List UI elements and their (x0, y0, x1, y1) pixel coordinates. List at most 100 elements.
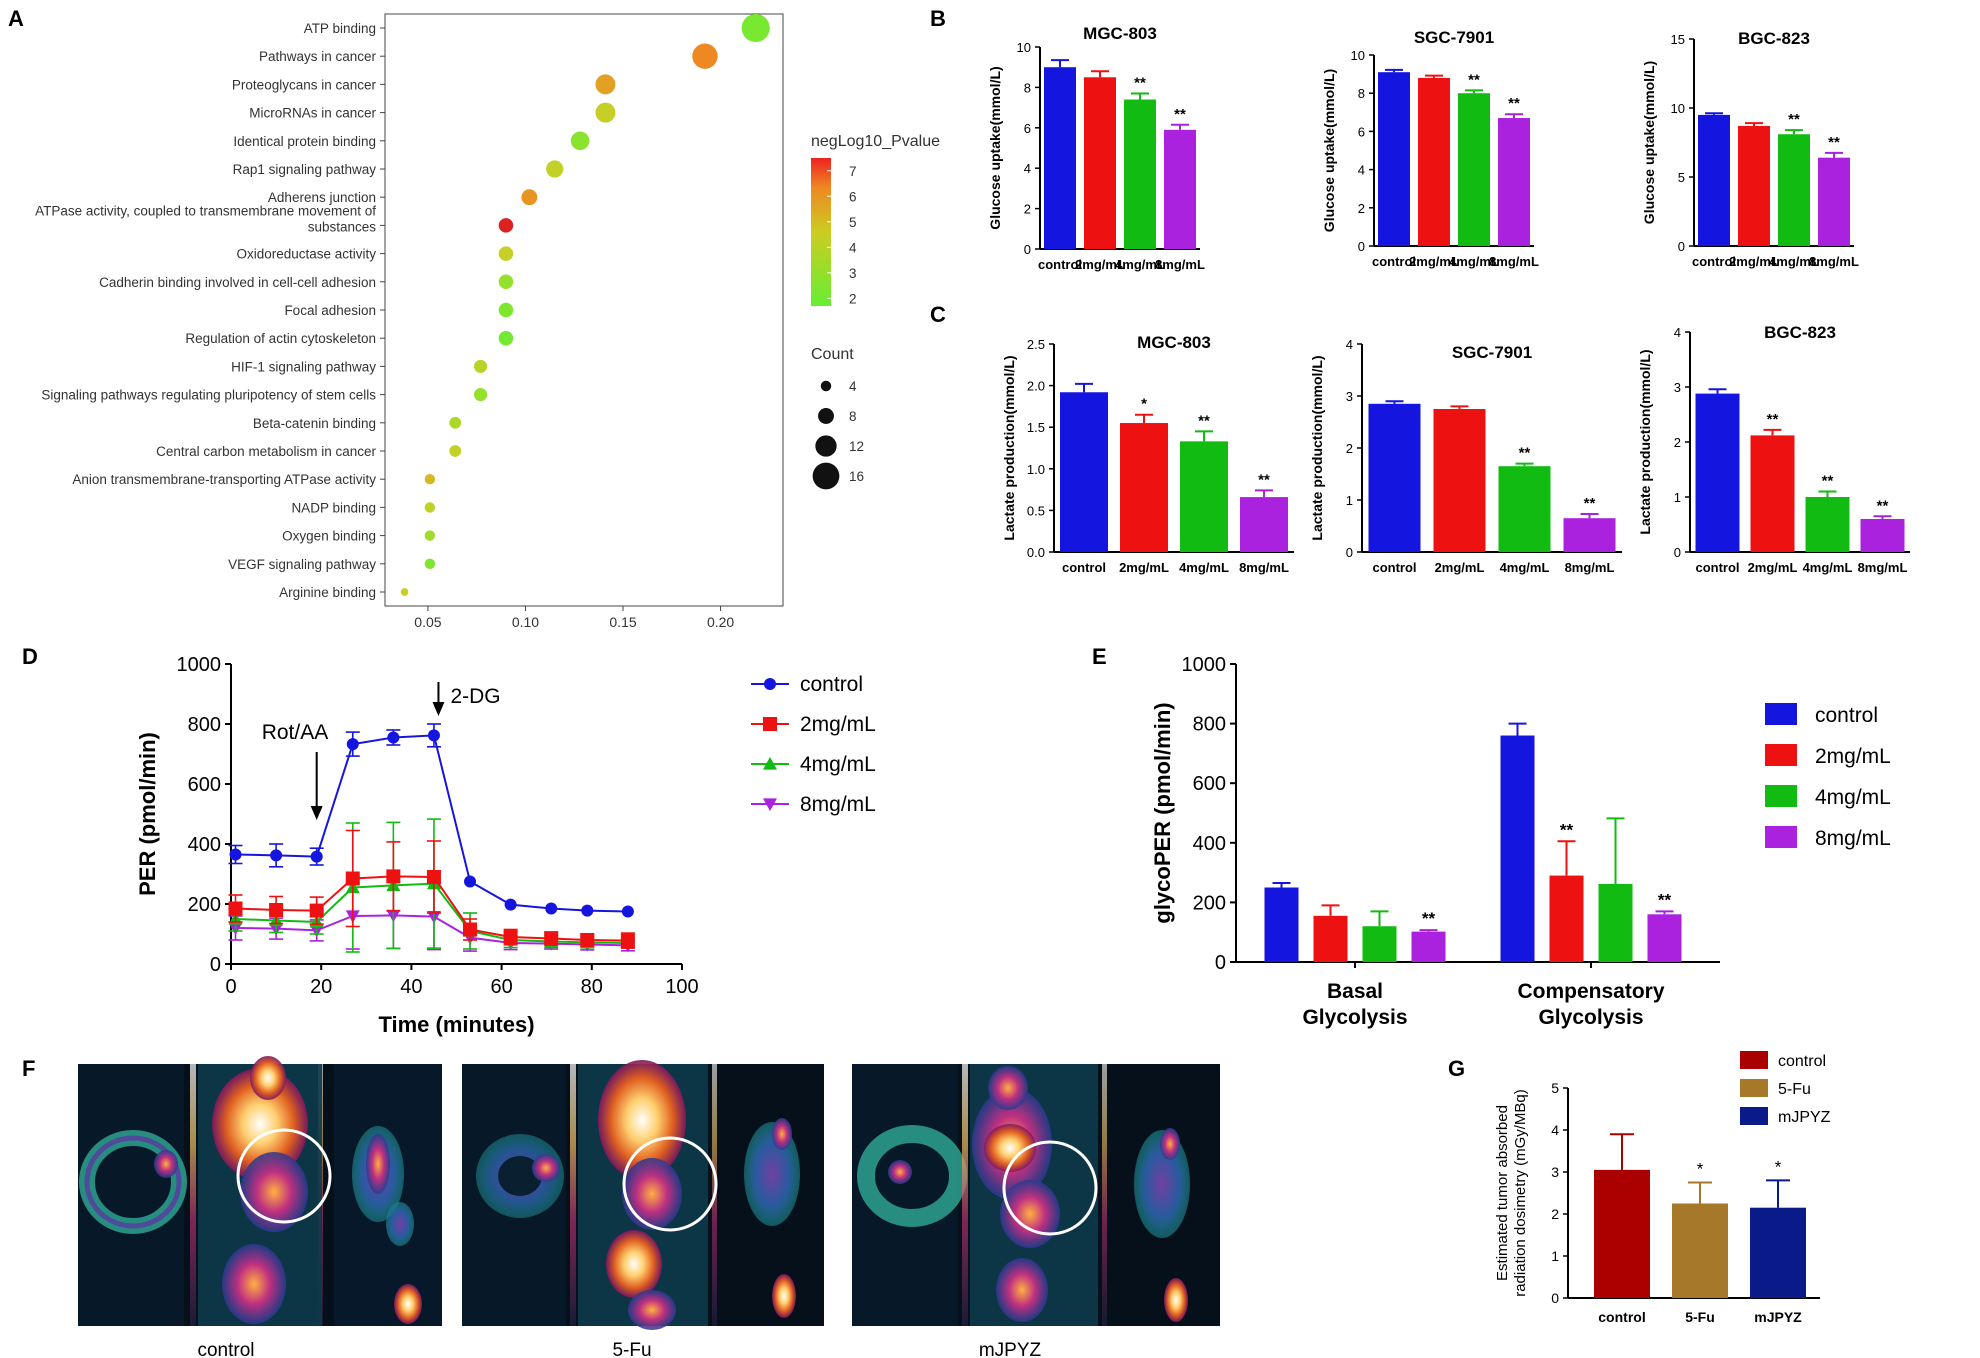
dot-point (449, 445, 462, 457)
bar (1549, 875, 1584, 962)
legend-swatch (1765, 826, 1797, 848)
panel-letter-e: E (1092, 644, 1107, 669)
y-tick-label: 1000 (1182, 654, 1227, 676)
y-tick-label: 1 (1346, 493, 1353, 508)
x-tick-label: 0.20 (707, 614, 734, 630)
category-label: NADP binding (291, 500, 376, 515)
x-tick-label: 8mg/mL (1565, 560, 1615, 575)
y-tick-label: 0 (1551, 1290, 1559, 1306)
category-label: Arginine binding (279, 585, 376, 600)
data-point (386, 869, 401, 884)
category-label: Focal adhesion (284, 303, 376, 318)
legend-swatch (1740, 1079, 1768, 1097)
panel-letter-f: F (22, 1056, 35, 1081)
data-point (345, 871, 360, 886)
data-point (310, 850, 323, 863)
category-label: ATP binding (304, 21, 376, 36)
y-tick-label: 4 (1346, 337, 1353, 352)
y-tick-label: 5 (1551, 1080, 1559, 1096)
bar (1084, 77, 1116, 249)
dot-point (424, 558, 436, 570)
significance-label: ** (1767, 411, 1779, 428)
x-tick-label: 80 (581, 976, 603, 998)
bar (1672, 1203, 1728, 1298)
x-tick-label: Glycolysis (1538, 1006, 1643, 1029)
y-tick-label: 1 (1551, 1248, 1559, 1264)
significance-label: * (1697, 1160, 1704, 1179)
series-4mg/mL (228, 818, 635, 953)
y-tick-label: 1.5 (1027, 420, 1045, 435)
y-tick-label: 2 (1024, 202, 1031, 217)
legend-swatch (1740, 1051, 1768, 1069)
dot-point (741, 13, 770, 43)
legend-label: 2mg/mL (800, 713, 876, 736)
y-tick-label: 0 (210, 954, 221, 976)
x-tick-label: control (1372, 560, 1416, 575)
data-point (387, 731, 400, 744)
significance-label: * (1141, 396, 1147, 413)
category-label: Pathways in cancer (259, 49, 377, 64)
data-point (427, 729, 440, 742)
y-axis-label: Lactate production(mmol/L) (1637, 349, 1653, 534)
x-tick-label: control (1062, 560, 1106, 575)
x-tick-label: 2mg/mL (1075, 257, 1125, 272)
data-point (544, 931, 559, 946)
bar (1120, 423, 1168, 552)
legend-label: control (800, 673, 863, 696)
data-point (503, 930, 518, 944)
y-axis-label: Estimated tumor absorbedradiation dosime… (1494, 1089, 1529, 1297)
x-tick-label: control (1372, 254, 1416, 269)
y-tick-label: 4 (1551, 1122, 1559, 1138)
data-point (763, 717, 777, 731)
bar (1180, 441, 1228, 552)
significance-label: ** (1584, 495, 1596, 512)
pet-image-mjpyz (852, 1064, 1220, 1326)
data-point (309, 903, 324, 918)
y-tick-label: 10 (1671, 101, 1685, 116)
x-tick-label: control (1692, 254, 1736, 269)
data-point (545, 902, 558, 915)
x-tick-label: 2mg/mL (1409, 254, 1459, 269)
bar (1498, 466, 1551, 552)
chart-title: MGC-803 (1083, 24, 1157, 43)
bar (1818, 157, 1850, 246)
panel-letter-b: B (930, 6, 946, 31)
series-2mg/mL (228, 829, 635, 949)
y-axis-label: Lactate production(mmol/L) (1001, 355, 1017, 540)
legend-label: 5-Fu (1778, 1081, 1811, 1098)
size-legend-dot (815, 435, 837, 457)
dot-point (692, 43, 718, 69)
dot-point (424, 530, 436, 541)
significance-label: ** (1560, 820, 1574, 839)
data-point (621, 905, 634, 918)
bar (1362, 926, 1397, 962)
color-bar-tick-label: 2 (849, 291, 857, 306)
dot-point (595, 102, 616, 123)
annotation-arrow-head (310, 806, 323, 820)
y-tick-label: 3 (1551, 1164, 1559, 1180)
dot-point (546, 160, 564, 178)
legend-label: mJPYZ (1778, 1109, 1831, 1126)
bar (1647, 914, 1682, 962)
size-legend-dot (812, 462, 840, 490)
panel-e-glycoper-bar-chart: 0 200 400 600 800 1000 glycoPER (pmol/min) Basa… (1150, 654, 1891, 1029)
bar (1778, 134, 1810, 246)
data-point (346, 738, 359, 751)
significance-label: ** (1828, 134, 1840, 151)
y-tick-label: 800 (1193, 714, 1226, 736)
x-tick-label: 0 (225, 976, 236, 998)
data-point (764, 678, 776, 690)
y-tick-label: 0.0 (1027, 545, 1045, 560)
y-tick-label: 10 (1351, 48, 1365, 63)
y-tick-label: 0 (1358, 239, 1365, 254)
bar (1264, 887, 1299, 962)
bar (1418, 77, 1450, 246)
x-tick-label: 8mg/mL (1489, 254, 1539, 269)
color-bar (811, 158, 831, 306)
pet-caption-5fu: 5-Fu (612, 1340, 651, 1358)
chart-title: MGC-803 (1137, 333, 1211, 352)
significance-label: ** (1519, 445, 1531, 462)
significance-label: ** (1174, 106, 1186, 123)
y-tick-label: 10 (1017, 40, 1031, 55)
y-tick-label: 400 (1193, 833, 1226, 855)
